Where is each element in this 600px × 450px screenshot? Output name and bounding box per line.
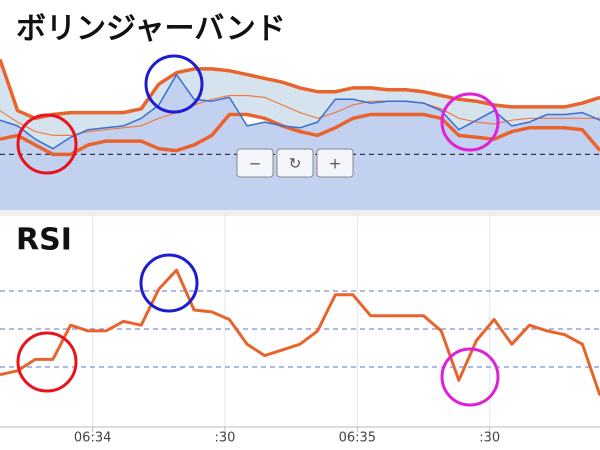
- annotation-circle: [144, 54, 204, 114]
- series-line: [0, 268, 600, 396]
- annotation-circle: [16, 331, 78, 393]
- zoom-controls: − ↻ +: [236, 148, 354, 178]
- reset-label: ↻: [289, 155, 302, 173]
- area-fill: [0, 74, 600, 210]
- annotation-circle: [16, 113, 78, 175]
- chart-title: ボリンジャーバンド: [16, 12, 286, 47]
- annotation-circle: [139, 253, 199, 313]
- x-tick-label: 06:34: [74, 431, 111, 446]
- rsi-chart: 06:34 :30 06:35 :30: [0, 214, 600, 446]
- annotations: [16, 54, 500, 407]
- zoom-out-button[interactable]: [236, 148, 274, 178]
- annotation-circle: [440, 92, 500, 152]
- x-tick-label: :30: [479, 431, 500, 446]
- x-tick-label: 06:35: [339, 431, 376, 446]
- annotation-circle: [440, 347, 500, 407]
- series-line: [0, 94, 600, 136]
- zoom-out-label: −: [249, 155, 262, 173]
- zoom-in-label: +: [329, 155, 342, 173]
- panel-separator: [0, 210, 600, 216]
- reset-button[interactable]: [276, 148, 314, 178]
- x-tick-label: :30: [215, 431, 236, 446]
- series-line: [0, 73, 600, 150]
- zoom-in-button[interactable]: [316, 148, 354, 178]
- chart-title: RSI: [16, 223, 72, 258]
- series-line: [0, 58, 600, 121]
- series-line: [0, 112, 600, 157]
